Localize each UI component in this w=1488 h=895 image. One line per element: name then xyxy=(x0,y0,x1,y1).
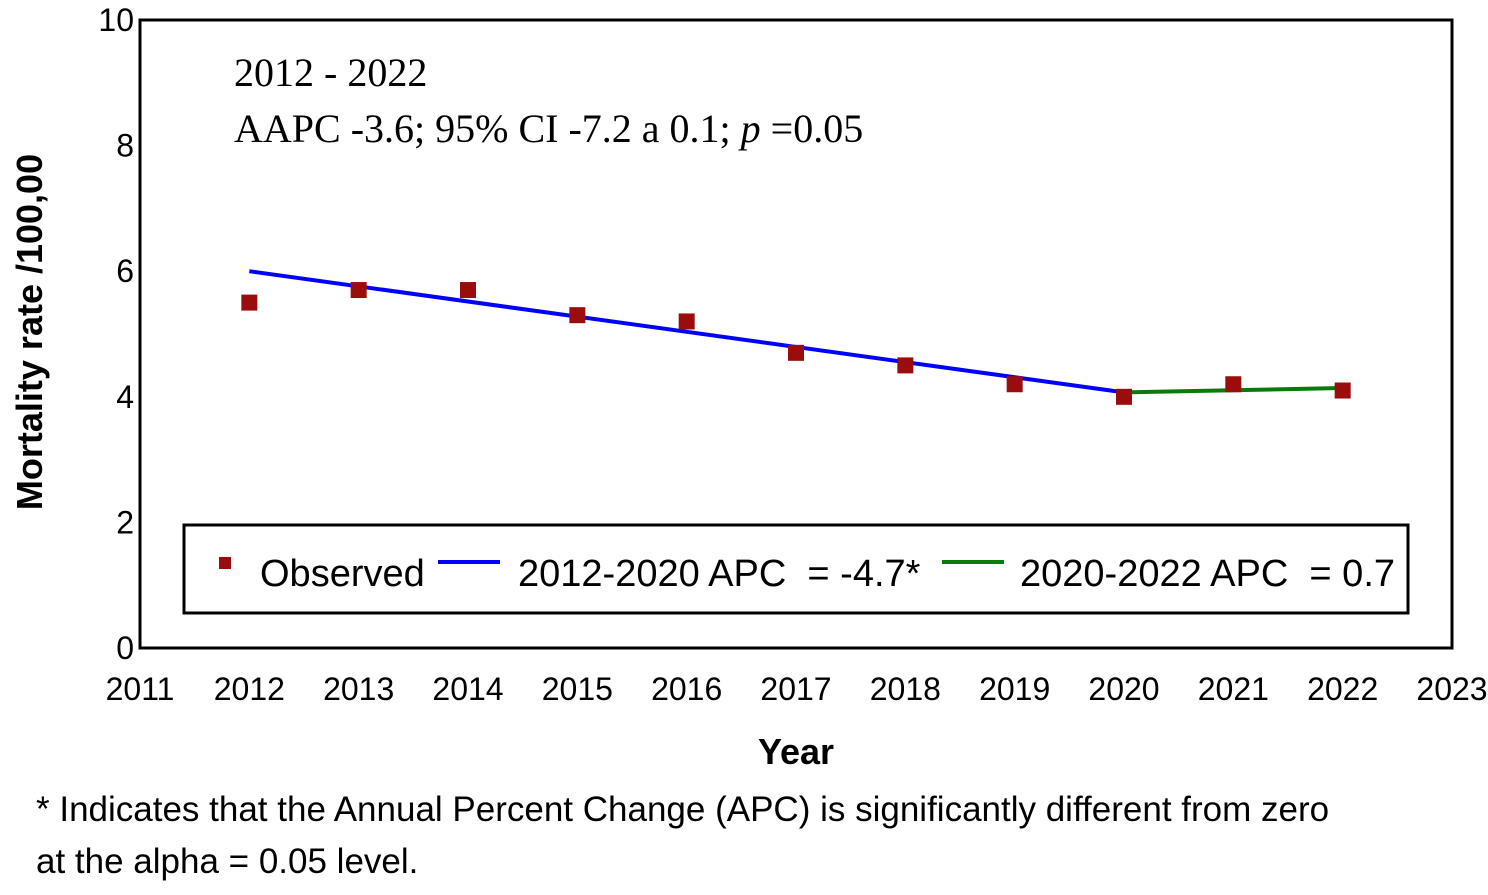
observed-points xyxy=(241,282,1351,405)
x-tick-label: 2016 xyxy=(651,671,722,707)
observed-point xyxy=(460,282,476,299)
annotation-aapc-text: AAPC -3.6; 95% CI -7.2 a 0.1; xyxy=(234,106,741,151)
y-tick-label: 10 xyxy=(98,2,134,38)
observed-point xyxy=(678,313,695,330)
observed-point xyxy=(897,357,914,374)
legend-box xyxy=(182,523,1410,615)
x-tick-label: 2021 xyxy=(1198,671,1269,707)
footnote-line-1: * Indicates that the Annual Percent Chan… xyxy=(36,790,1330,829)
y-tick-label: 4 xyxy=(116,379,134,415)
x-tick-label: 2022 xyxy=(1307,671,1378,707)
x-axis-ticks: 2011 2012 2013 2014 2015 2016 2017 2018 2019 2020… xyxy=(106,671,1488,707)
y-tick-label: 6 xyxy=(116,253,134,289)
footnote-line-2: at the alpha = 0.05 level. xyxy=(36,842,419,881)
legend-label-observed: Observed xyxy=(260,553,425,595)
observed-point xyxy=(241,294,258,311)
annotation-p-value: =0.05 xyxy=(761,106,864,151)
y-tick-label: 0 xyxy=(116,630,134,666)
x-tick-label: 2013 xyxy=(323,671,394,707)
y-axis-title: Mortality rate /100,00 xyxy=(9,154,50,510)
x-tick-label: 2015 xyxy=(542,671,613,707)
trend-lines xyxy=(249,269,1343,395)
x-tick-label: 2023 xyxy=(1416,671,1487,707)
observed-point xyxy=(1006,376,1023,393)
annotation-p-label: p xyxy=(738,106,761,151)
x-tick-label: 2011 xyxy=(106,671,175,707)
legend-label-segment-2: 2020-2022 APC = 0.7 xyxy=(1020,553,1395,595)
x-tick-label: 2020 xyxy=(1088,671,1159,707)
x-tick-label: 2012 xyxy=(214,671,285,707)
plot-area xyxy=(138,18,1454,650)
legend-label-segment-1: 2012-2020 APC = -4.7* xyxy=(518,553,921,595)
legend: Observed 2012-2020 APC = -4.7* 2020-2022… xyxy=(182,523,1410,615)
x-tick-label: 2019 xyxy=(979,671,1050,707)
x-axis-title: Year xyxy=(758,731,834,772)
annotation-aapc: AAPC -3.6; 95% CI -7.2 a 0.1; p =0.05 xyxy=(234,106,863,151)
observed-point xyxy=(1116,388,1132,405)
trend-line-segment-1 xyxy=(249,269,1125,395)
y-axis-ticks: 0 2 4 6 8 10 xyxy=(98,2,134,666)
footnote: * Indicates that the Annual Percent Chan… xyxy=(36,784,1476,888)
observed-point xyxy=(788,344,804,361)
annotation-period: 2012 - 2022 xyxy=(234,50,427,95)
x-tick-label: 2017 xyxy=(760,671,831,707)
observed-point xyxy=(1334,382,1351,399)
y-tick-label: 2 xyxy=(116,504,134,540)
x-tick-label: 2018 xyxy=(870,671,941,707)
legend-marker-observed xyxy=(219,557,231,569)
observed-point xyxy=(569,307,586,324)
x-tick-label: 2014 xyxy=(432,671,503,707)
observed-point xyxy=(1225,376,1242,393)
observed-point xyxy=(350,282,367,299)
y-tick-label: 8 xyxy=(116,128,134,164)
